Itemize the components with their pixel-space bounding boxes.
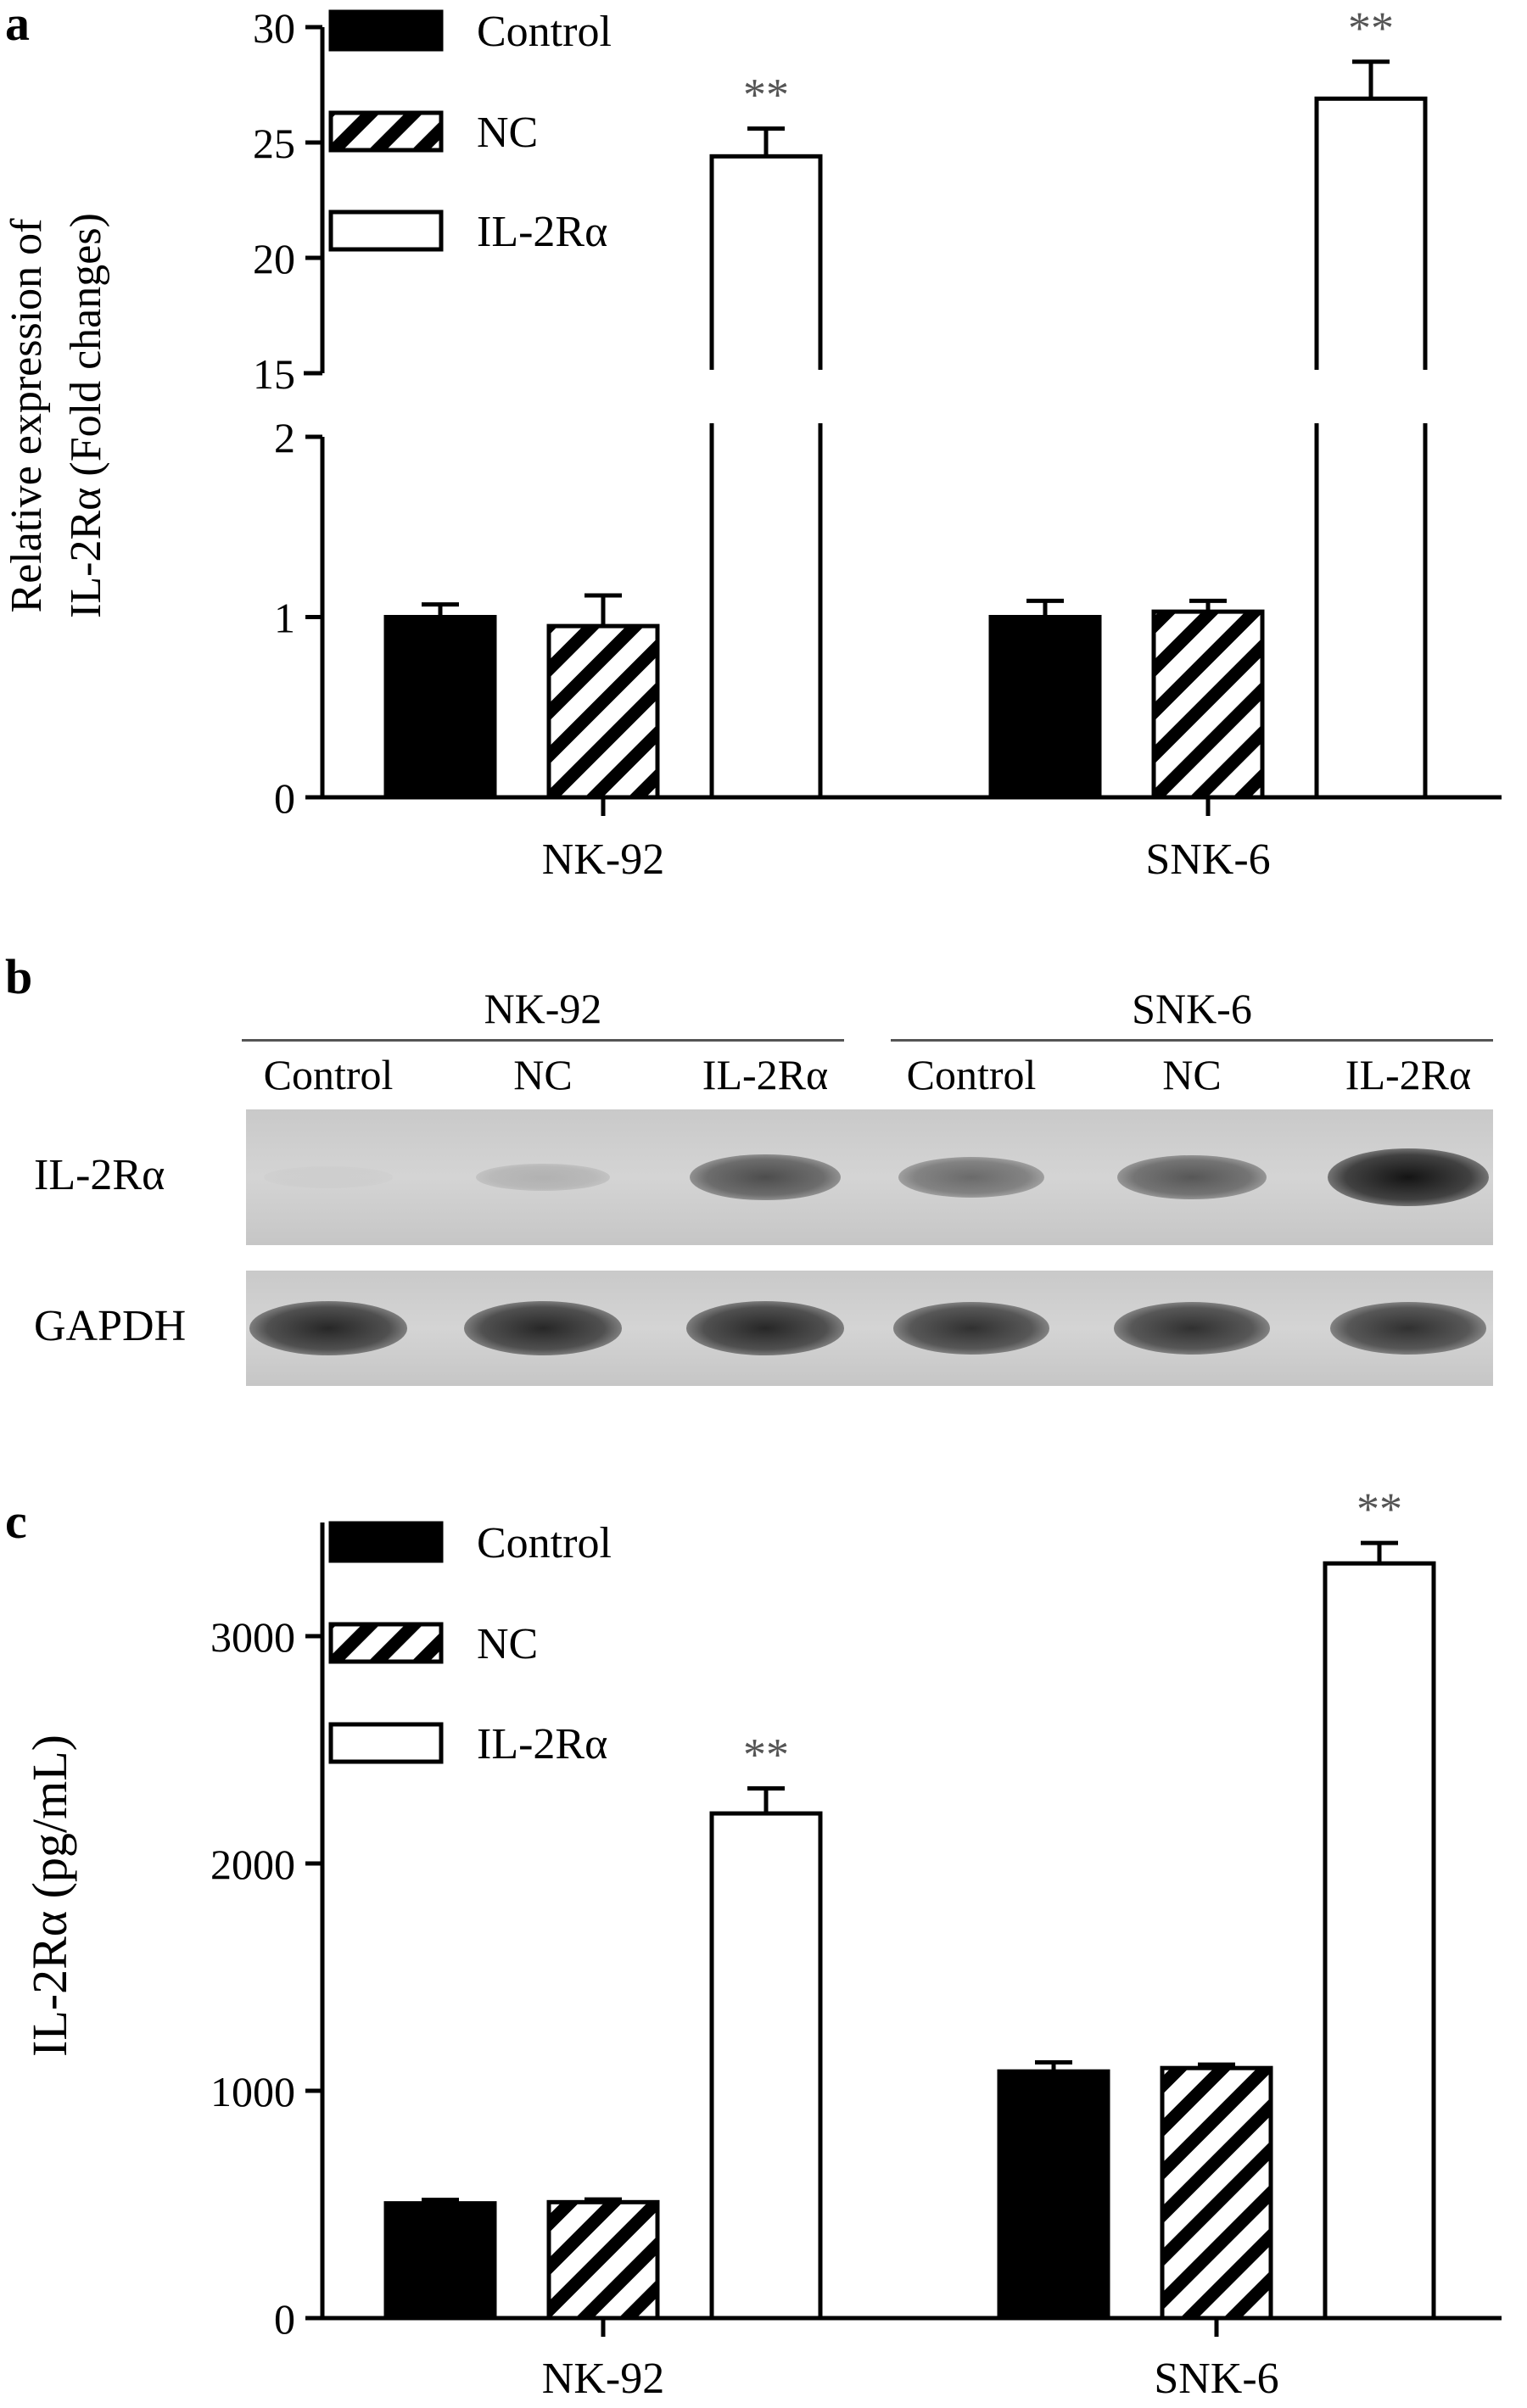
legend-swatch bbox=[328, 210, 444, 252]
bar bbox=[709, 1811, 823, 2321]
y-tick-label: 0 bbox=[274, 774, 295, 822]
blot-lane-label: Control bbox=[906, 1051, 1037, 1098]
legend-swatch bbox=[328, 1521, 444, 1563]
y-axis-label-line1: Relative expression of bbox=[3, 218, 51, 613]
blot-group-label: SNK-6 bbox=[1132, 985, 1252, 1032]
panel-a-letter: a bbox=[5, 0, 30, 51]
blot-group-label: NK-92 bbox=[484, 985, 602, 1032]
blot-lane-label: Control bbox=[263, 1051, 394, 1098]
legend-swatch bbox=[328, 110, 444, 153]
significance-mark: ** bbox=[743, 1729, 789, 1780]
significance-mark: ** bbox=[1348, 3, 1394, 53]
bar bbox=[988, 615, 1102, 800]
y-tick-label: 1000 bbox=[210, 2068, 295, 2115]
bar bbox=[1323, 1561, 1436, 2321]
bar bbox=[1314, 96, 1428, 376]
blot-band bbox=[464, 1301, 622, 1355]
x-tick-label: NK-92 bbox=[542, 2355, 664, 2403]
bar bbox=[383, 2201, 497, 2321]
y-tick-label: 3000 bbox=[210, 1613, 295, 1661]
y-tick-label: 25 bbox=[253, 120, 295, 167]
blot-band bbox=[690, 1154, 841, 1201]
legend-label: Control bbox=[477, 8, 612, 56]
legend-label: IL-2Rα bbox=[477, 208, 607, 256]
legend-label: IL-2Rα bbox=[477, 1720, 607, 1768]
legend-label: Control bbox=[477, 1519, 612, 1567]
blot-lane-label: IL-2Rα bbox=[702, 1051, 829, 1098]
blot-group-line bbox=[242, 1039, 844, 1042]
panel-b-letter: b bbox=[5, 949, 33, 1004]
x-tick-label: NK-92 bbox=[542, 835, 664, 884]
legend-label: NC bbox=[477, 109, 538, 157]
y-tick-label: 2000 bbox=[210, 1841, 295, 1888]
y-tick-label: 20 bbox=[253, 235, 295, 282]
blot-lane-label: NC bbox=[513, 1051, 573, 1098]
chart-c: 0 1000 2000 3000 IL-2Rα (pg/mL) NK-92 ** SNK-6 *… bbox=[22, 1483, 1502, 2403]
bar bbox=[709, 154, 823, 376]
blot-group-line bbox=[891, 1039, 1493, 1042]
blot-band bbox=[476, 1164, 610, 1191]
bar bbox=[546, 623, 660, 800]
bar bbox=[1151, 609, 1265, 800]
blot-band bbox=[249, 1301, 407, 1355]
bar bbox=[709, 417, 823, 800]
y-axis-label: IL-2Rα (pg/mL) bbox=[22, 1735, 77, 2057]
blot-band bbox=[898, 1156, 1044, 1198]
blot-lane-label: IL-2Rα bbox=[1345, 1051, 1472, 1098]
x-tick-label: SNK-6 bbox=[1154, 2355, 1278, 2403]
blot-band bbox=[1117, 1154, 1267, 1200]
y-tick-label: 30 bbox=[253, 4, 295, 52]
blot-band bbox=[893, 1302, 1049, 1355]
blot-band bbox=[1114, 1302, 1270, 1355]
legend-label: NC bbox=[477, 1620, 538, 1668]
blot-row-label: IL-2Rα bbox=[34, 1151, 165, 1199]
blot-band bbox=[686, 1301, 844, 1355]
y-tick-label: 15 bbox=[253, 350, 295, 398]
bar bbox=[1160, 2065, 1273, 2321]
western-blot-panel: NK-92 SNK-6 Control NC IL-2Rα Control NC IL-2Rα… bbox=[0, 950, 1527, 1425]
legend-swatch bbox=[328, 1622, 444, 1664]
blot-band bbox=[1328, 1148, 1489, 1206]
y-tick-label: 0 bbox=[274, 2295, 295, 2343]
blot-row-label: GAPDH bbox=[34, 1302, 187, 1350]
chart-a: 0 1 2 15 20 25 30 Relative expression of IL-2Rα … bbox=[3, 3, 1502, 884]
y-tick-label: 2 bbox=[274, 414, 295, 461]
bar bbox=[546, 2199, 660, 2321]
legend-swatch bbox=[328, 9, 444, 52]
panel-c-letter: c bbox=[5, 1494, 27, 1549]
blot-lane-label: NC bbox=[1162, 1051, 1222, 1098]
bar bbox=[997, 2069, 1110, 2321]
bar bbox=[1314, 417, 1428, 800]
x-tick-label: SNK-6 bbox=[1145, 835, 1270, 884]
blot-band bbox=[1330, 1302, 1486, 1355]
bar bbox=[383, 615, 497, 800]
blot-strip bbox=[246, 1109, 1493, 1245]
y-tick-label: 1 bbox=[274, 595, 295, 642]
significance-mark: ** bbox=[1356, 1483, 1402, 1534]
y-axis-label-line2: IL-2Rα (Fold changes) bbox=[62, 213, 110, 618]
significance-mark: ** bbox=[743, 70, 789, 120]
blot-band bbox=[264, 1166, 393, 1188]
legend-swatch bbox=[328, 1722, 444, 1764]
blot-strip bbox=[246, 1271, 1493, 1386]
